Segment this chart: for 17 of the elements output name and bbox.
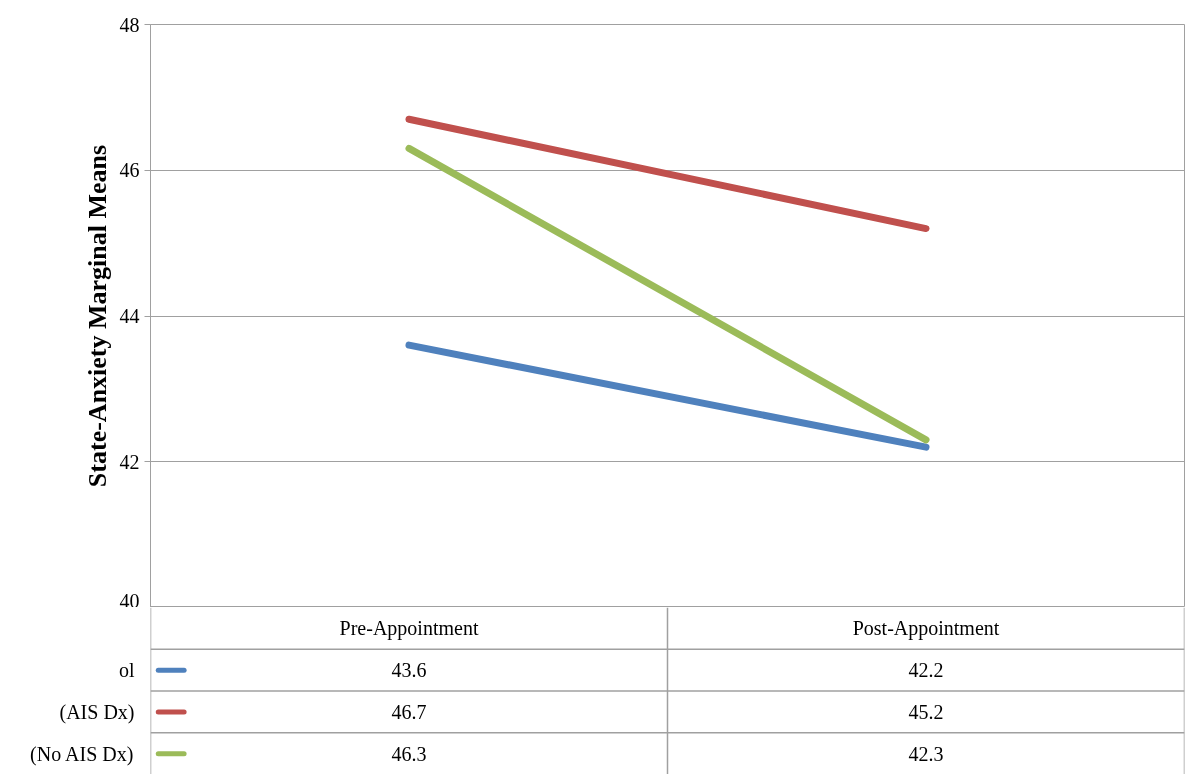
x-tick-label: Post-Appointment [852, 617, 1000, 641]
data-label: 43.6 [391, 659, 427, 682]
legend-label: ol [118, 659, 135, 682]
y-tick-label: 44 [119, 305, 140, 327]
y-tick-label: 40 [119, 589, 140, 612]
data-label: 42.3 [908, 742, 944, 765]
data-label: 42.2 [908, 659, 944, 682]
legend-label: (AIS Dx) [59, 700, 135, 724]
data-label: 45.2 [908, 700, 944, 723]
y-axis-title: State-Anxiety Marginal Means [82, 144, 112, 488]
y-tick-label: 42 [119, 450, 140, 473]
y-tick-label: 46 [119, 159, 140, 182]
y-tick-label: 48 [119, 13, 140, 36]
x-tick-label: Pre-Appointment [339, 617, 479, 641]
data-label: 46.3 [391, 742, 427, 765]
legend-label: (No AIS Dx) [30, 742, 134, 766]
data-label: 46.7 [391, 700, 427, 723]
